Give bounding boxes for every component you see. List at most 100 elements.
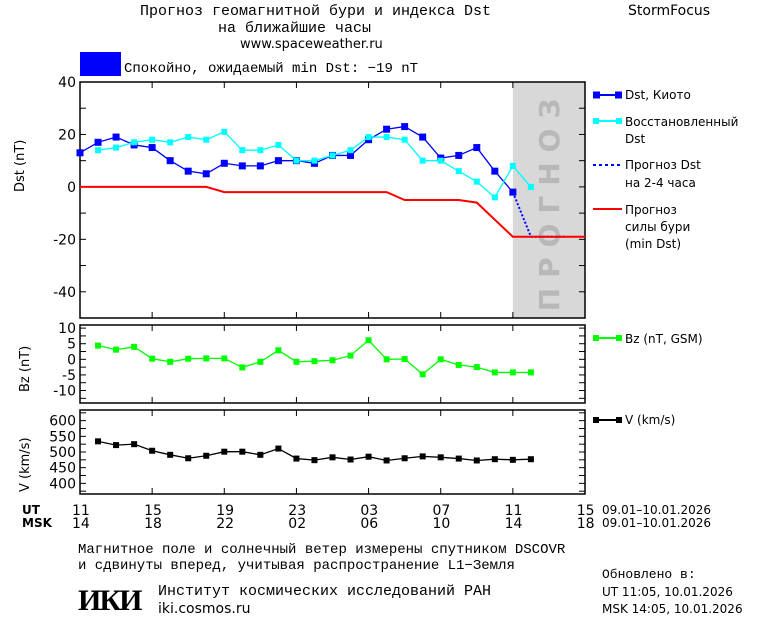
data-point xyxy=(275,445,282,452)
data-point xyxy=(473,178,480,185)
msk-tick-label: 14 xyxy=(72,516,90,532)
dst-plot: ПРОГНОЗ 40 20 0 -20 -40 xyxy=(53,75,586,319)
data-point xyxy=(527,369,534,376)
data-point xyxy=(401,356,408,363)
y-tick-label: 550 xyxy=(49,429,76,445)
y-tick-label: 0 xyxy=(67,352,76,368)
updated-label: Обновлено в: xyxy=(602,567,696,582)
y-tick-label: -40 xyxy=(53,285,76,301)
legend-restored-1: Восстановленный xyxy=(625,115,739,129)
data-point xyxy=(401,455,408,462)
data-point xyxy=(274,157,282,165)
data-point xyxy=(167,451,174,458)
y-tick-label: 400 xyxy=(49,476,76,492)
site-url[interactable]: www.spaceweather.ru xyxy=(240,37,383,52)
ut-tick-label: 03 xyxy=(360,503,379,519)
data-point xyxy=(185,455,192,462)
data-point xyxy=(113,144,120,151)
y-tick-label: 5 xyxy=(67,337,76,353)
status-text: Спокойно, ожидаемый min Dst: −19 nT xyxy=(124,61,419,77)
series-line-1-0 xyxy=(97,339,531,376)
dst-y-label: Dst (nT) xyxy=(13,139,28,192)
data-point xyxy=(293,157,300,164)
legend-dst-kyoto: Dst, Киото xyxy=(625,88,691,102)
series-line-0-3 xyxy=(80,185,585,238)
forecast-region xyxy=(512,82,585,318)
data-point xyxy=(185,134,192,141)
data-point xyxy=(491,456,498,463)
institute-name: Институт космических исследований РАН xyxy=(158,583,492,600)
msk-tick-label: 10 xyxy=(432,516,451,532)
data-point xyxy=(113,346,120,353)
data-point xyxy=(365,453,372,460)
data-point xyxy=(455,151,463,159)
data-point xyxy=(347,147,354,154)
data-point xyxy=(131,139,138,146)
data-point xyxy=(437,356,444,363)
data-point xyxy=(257,147,264,154)
data-point xyxy=(167,358,174,365)
data-point xyxy=(148,144,156,152)
plot-frame xyxy=(79,324,586,404)
iki-logo: ИКИ xyxy=(78,584,142,617)
data-point xyxy=(347,456,354,463)
data-point xyxy=(329,357,336,364)
legend-swatch-marker xyxy=(593,335,599,341)
ut-tick-label: 15 xyxy=(144,503,162,519)
data-point xyxy=(221,355,228,362)
data-point xyxy=(95,438,102,445)
data-point xyxy=(383,356,390,363)
data-point xyxy=(437,454,444,461)
legend-swatch-marker xyxy=(593,91,600,99)
msk-tick-label: 06 xyxy=(360,516,379,532)
data-point xyxy=(95,147,102,154)
institute-site[interactable]: iki.cosmos.ru xyxy=(158,601,251,617)
data-point xyxy=(95,342,102,349)
data-point xyxy=(419,371,426,378)
legend-swatch-marker xyxy=(616,417,622,423)
plot-frame xyxy=(79,81,586,319)
data-point xyxy=(293,455,300,462)
data-point xyxy=(112,133,120,141)
data-point xyxy=(491,369,498,376)
y-tick-label: 40 xyxy=(58,75,76,91)
data-point xyxy=(149,447,156,454)
data-point xyxy=(311,457,318,464)
data-point xyxy=(473,144,481,152)
data-point xyxy=(275,141,282,148)
ut-tick-label: 07 xyxy=(432,503,451,519)
ut-tick-label: 11 xyxy=(504,503,523,519)
data-point xyxy=(365,134,372,141)
msk-axis-label: MSK xyxy=(22,516,52,530)
data-point xyxy=(383,134,390,141)
data-point xyxy=(239,364,246,371)
legend-forecast-2: на 2-4 часа xyxy=(625,176,696,190)
data-point xyxy=(329,152,336,159)
data-point xyxy=(383,125,391,133)
ut-axis-label: UT xyxy=(22,503,40,517)
data-point xyxy=(185,355,192,362)
data-point xyxy=(203,355,210,362)
y-tick-label: 10 xyxy=(58,321,76,337)
ut-tick-label: 19 xyxy=(216,503,235,519)
y-tick-label: 0 xyxy=(67,180,76,196)
data-point xyxy=(347,352,354,359)
y-tick-label: 500 xyxy=(49,445,76,461)
legend-restored-2: Dst xyxy=(625,132,646,146)
data-point xyxy=(221,448,228,455)
legend-storm-3: (min Dst) xyxy=(625,237,682,251)
date-range-msk: 09.01–10.01.2026 xyxy=(602,516,712,530)
data-point xyxy=(509,369,516,376)
data-point xyxy=(509,456,516,463)
data-point xyxy=(149,355,156,362)
brand-name: StormFocus xyxy=(628,3,711,19)
data-point xyxy=(401,136,408,143)
data-point xyxy=(527,456,534,463)
legend-storm-1: Прогноз xyxy=(625,203,677,217)
data-point xyxy=(473,457,480,464)
legend-bz: Bz (nT, GSM) xyxy=(625,332,703,346)
data-point xyxy=(383,457,390,464)
y-tick-label: 450 xyxy=(49,461,76,477)
data-point xyxy=(455,361,462,368)
